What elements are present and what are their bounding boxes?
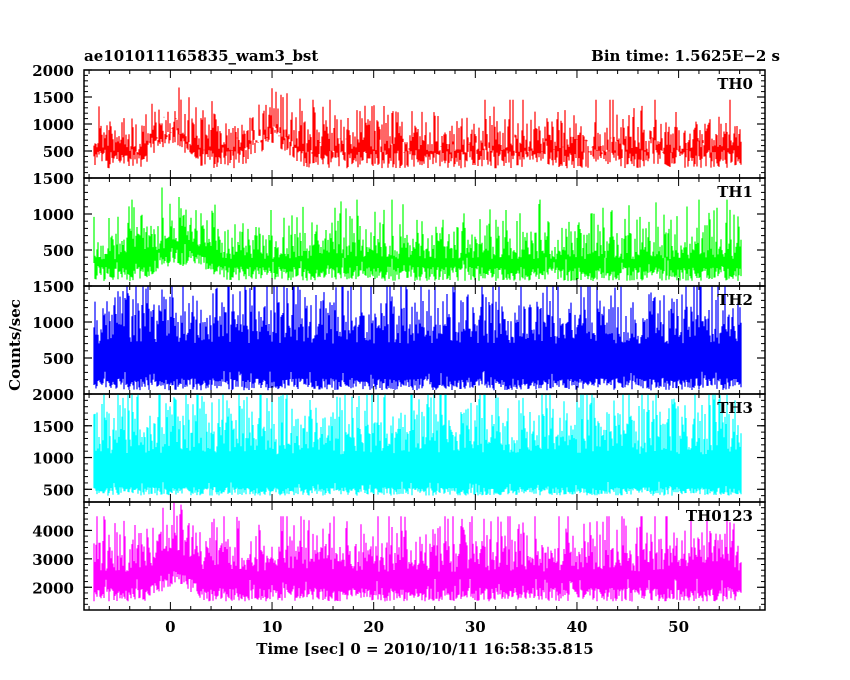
series-th0-line [93, 87, 742, 169]
y-tick-label: 1000 [32, 206, 74, 224]
y-tick-label: 1000 [32, 450, 74, 468]
y-tick-label: 4000 [32, 522, 74, 540]
panel-frame [83, 501, 766, 611]
y-tick-label: 500 [43, 350, 74, 368]
y-tick-label: 1000 [32, 314, 74, 332]
series-th3-trace [93, 394, 742, 496]
y-tick-label: 500 [43, 242, 74, 260]
series-th1-line [93, 187, 742, 281]
panel-th0123: 2000 3000 4000 TH0123 [32, 501, 766, 611]
panel-th0: 500 1000 1500 2000 TH0 [32, 62, 766, 179]
y-tick-label: 3000 [32, 551, 74, 569]
panel-th3: 500 1000 1500 2000 TH3 [32, 386, 766, 503]
x-tick-label: 50 [668, 618, 689, 636]
x-tick-label: 10 [262, 618, 283, 636]
panel-label-th0123: TH0123 [686, 507, 753, 525]
y-tick-label: 500 [43, 143, 74, 161]
series-th3-line [93, 394, 742, 496]
x-axis-label: Time [sec] 0 = 2010/10/11 16:58:35.815 [256, 640, 593, 658]
y-tick-label: 1500 [32, 418, 74, 436]
panel-th2: 500 1000 1500 TH2 [32, 278, 766, 395]
series-th0123-trace [93, 502, 742, 602]
y-tick-label: 1500 [32, 278, 74, 296]
x-tick-label: 40 [567, 618, 588, 636]
chart-subtitle: Bin time: 1.5625E−2 s [591, 47, 780, 65]
x-tick-label: 20 [363, 618, 384, 636]
series-th2-trace [93, 286, 742, 391]
y-tick-label: 1500 [32, 170, 74, 188]
panel-label-th0: TH0 [717, 75, 753, 93]
x-tick-label: 0 [165, 618, 175, 636]
y-axis-label: Counts/sec [6, 299, 24, 391]
y-tick-label: 1000 [32, 116, 74, 134]
panel-label-th2: TH2 [717, 291, 753, 309]
panel-label-th3: TH3 [717, 399, 753, 417]
y-tick-label: 0 [64, 278, 74, 296]
series-th2-line [93, 286, 742, 391]
chart-title: ae101011165835_wam3_bst [84, 47, 318, 65]
panel-th1: 0 500 1000 1500 TH1 [32, 170, 766, 296]
y-tick-label: 1500 [32, 89, 74, 107]
y-tick-label: 2000 [32, 579, 74, 597]
series-th0-trace [93, 87, 742, 169]
panel-label-th1: TH1 [717, 183, 753, 201]
series-th0123-line [93, 502, 742, 602]
x-tick-label: 30 [465, 618, 486, 636]
series-th1-trace [93, 187, 742, 281]
y-tick-label: 2000 [32, 62, 74, 80]
y-tick-label: 2000 [32, 386, 74, 404]
y-tick-label: 500 [43, 481, 74, 499]
